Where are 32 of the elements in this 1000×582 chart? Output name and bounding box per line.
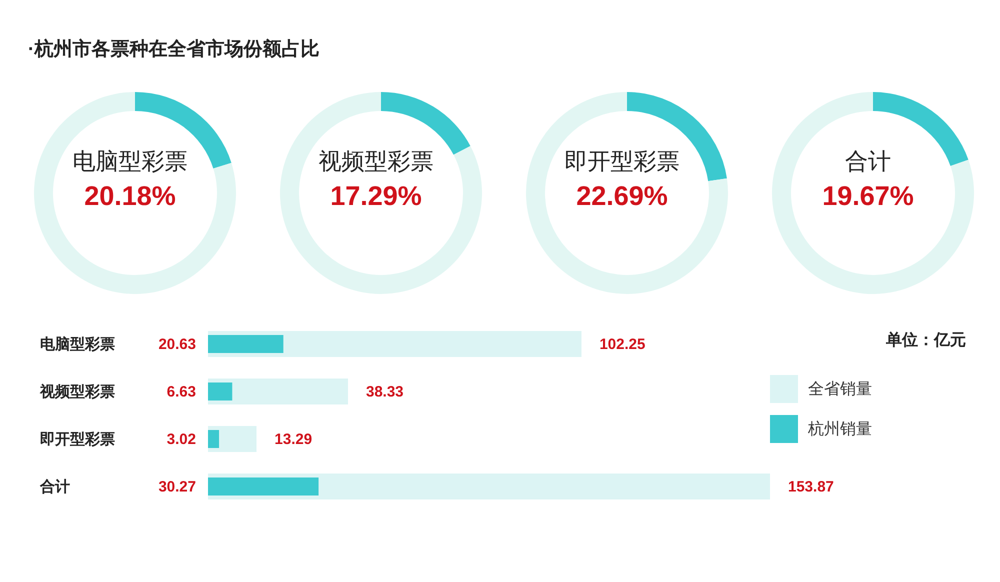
text: ·杭州市各票种在全省市场份额占比	[28, 38, 320, 62]
text: 20.18%	[83, 181, 177, 212]
data-label: 102.25	[599, 336, 646, 353]
donut-slice	[772, 92, 974, 294]
text: 单位：亿元	[886, 330, 966, 351]
data-label: 6.63	[166, 384, 196, 400]
y-tick-label: 即开型彩票	[40, 430, 115, 448]
bar	[208, 478, 319, 496]
data-label: 13.29	[274, 431, 312, 448]
y-tick-label: 视频型彩票	[39, 383, 115, 400]
text: 22.69%	[575, 181, 669, 212]
text: 19.67%	[821, 181, 915, 212]
data-label: 38.33	[366, 384, 404, 400]
donut-slice	[280, 92, 482, 294]
bar	[208, 382, 232, 400]
y-tick-label: 电脑型彩票	[40, 334, 115, 353]
text: 视频型彩票	[318, 147, 434, 176]
text: 合计	[844, 147, 892, 176]
donut-slice	[34, 92, 236, 294]
bar	[208, 430, 220, 448]
legend-label: 全省销量	[808, 380, 872, 400]
data-label: 3.02	[166, 431, 196, 448]
bar	[208, 335, 284, 353]
text: 17.29%	[329, 181, 423, 212]
text: 即开型彩票	[564, 147, 680, 176]
y-tick-label: 合计	[39, 478, 70, 496]
data-label: 20.63	[158, 336, 196, 353]
data-label: 153.87	[788, 478, 834, 496]
data-label: 30.27	[158, 478, 196, 496]
donut-slice	[526, 92, 728, 294]
legend-label: 杭州销量	[808, 420, 872, 440]
text: 电脑型彩票	[72, 147, 188, 176]
